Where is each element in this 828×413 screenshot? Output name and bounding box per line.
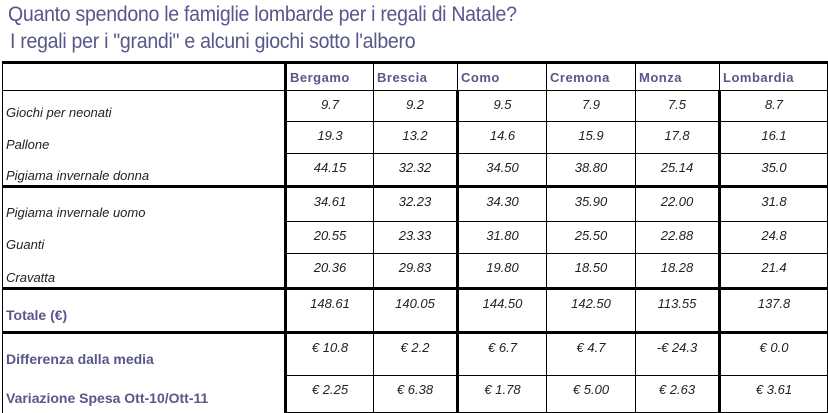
spending-table: Bergamo Brescia Como Cremona Monza Lomba…: [2, 61, 828, 413]
cell-value: 23.33: [373, 221, 458, 254]
row-label: Pigiama invernale uomo: [2, 185, 287, 222]
cell-value: 34.61: [285, 185, 374, 222]
cell-value: 32.32: [373, 153, 458, 188]
cell-value: 140.05: [373, 287, 458, 334]
cell-value: 18.28: [635, 253, 720, 290]
cell-value: € 2.25: [285, 375, 374, 413]
table-row: Giochi per neonati 9.7 9.2 9.5 7.9 7.5 8.7: [2, 90, 828, 122]
cell-value: 35.0: [718, 153, 828, 188]
row-label: Variazione Spesa Ott-10/Ott-11: [2, 375, 287, 413]
cell-value: 32.23: [373, 185, 458, 222]
cell-value: € 3.61: [718, 375, 828, 413]
row-label: Differenza dalla media: [2, 331, 287, 376]
cell-value: 38.80: [546, 153, 636, 188]
table-row: Pigiama invernale donna 44.15 32.32 34.50 38…: [2, 153, 828, 188]
cell-value: 9.7: [285, 90, 374, 122]
row-label: Guanti: [2, 221, 287, 254]
cell-value: 31.80: [456, 221, 547, 254]
cell-value: 142.50: [546, 287, 636, 334]
cell-value: 9.2: [373, 90, 458, 122]
cell-value: 9.5: [456, 90, 547, 122]
cell-value: 35.90: [546, 185, 636, 222]
column-header: Cremona: [546, 61, 636, 91]
page-title: Quanto spendono le famiglie lombarde per…: [8, 3, 517, 26]
cell-value: € 10.8: [285, 331, 374, 376]
column-header: Lombardia: [719, 61, 828, 91]
table-row: Guanti 20.55 23.33 31.80 25.50 22.88 24.8: [2, 221, 828, 254]
cell-value: 20.36: [285, 253, 374, 290]
row-label: Pigiama invernale donna: [2, 153, 287, 188]
cell-value: 22.88: [635, 221, 720, 254]
cell-value: € 4.7: [546, 331, 636, 376]
cell-value: € 6.7: [456, 331, 547, 376]
table-row: Differenza dalla media € 10.8 € 2.2 € 6.7 € …: [2, 331, 828, 376]
cell-value: € 6.38: [373, 375, 458, 413]
cell-value: 144.50: [456, 287, 547, 334]
cell-value: 148.61: [285, 287, 374, 334]
cell-value: 7.9: [546, 90, 636, 122]
page-subtitle: I regali per i "grandi" e alcuni giochi …: [10, 30, 416, 53]
cell-value: 137.8: [718, 287, 828, 334]
cell-value: 44.15: [285, 153, 374, 188]
cell-value: € 1.78: [456, 375, 547, 413]
cell-value: 15.9: [546, 121, 636, 154]
header-row: Bergamo Brescia Como Cremona Monza Lomba…: [2, 61, 828, 91]
row-label: Pallone: [2, 121, 287, 154]
cell-value: € 2.63: [635, 375, 720, 413]
cell-value: € 2.2: [373, 331, 458, 376]
row-label: Giochi per neonati: [2, 90, 287, 122]
cell-value: 22.00: [635, 185, 720, 222]
cell-value: -€ 24.3: [635, 331, 720, 376]
cell-value: 16.1: [718, 121, 828, 154]
cell-value: € 0.0: [718, 331, 828, 376]
cell-value: 19.3: [285, 121, 374, 154]
table-row: Totale (€) 148.61 140.05 144.50 142.50 113.55…: [2, 287, 828, 334]
cell-value: € 5.00: [546, 375, 636, 413]
table-row: Cravatta 20.36 29.83 19.80 18.50 18.28 21.4: [2, 253, 828, 290]
cell-value: 7.5: [635, 90, 720, 122]
cell-value: 17.8: [635, 121, 720, 154]
cell-value: 19.80: [456, 253, 547, 290]
cell-value: 34.30: [456, 185, 547, 222]
column-header: Monza: [635, 61, 720, 91]
cell-value: 24.8: [718, 221, 828, 254]
cell-value: 14.6: [456, 121, 547, 154]
column-header: Bergamo: [285, 61, 374, 91]
cell-value: 31.8: [718, 185, 828, 222]
cell-value: 34.50: [456, 153, 547, 188]
cell-value: 20.55: [285, 221, 374, 254]
cell-value: 29.83: [373, 253, 458, 290]
cell-value: 13.2: [373, 121, 458, 154]
row-label: Totale (€): [2, 287, 287, 334]
cell-value: 25.50: [546, 221, 636, 254]
header-blank: [2, 61, 287, 91]
column-header: Brescia: [373, 61, 458, 91]
cell-value: 18.50: [546, 253, 636, 290]
cell-value: 21.4: [718, 253, 828, 290]
column-header: Como: [457, 61, 547, 91]
table-row: Pigiama invernale uomo 34.61 32.23 34.30 35.…: [2, 185, 828, 222]
cell-value: 25.14: [635, 153, 720, 188]
cell-value: 113.55: [635, 287, 720, 334]
table-row: Variazione Spesa Ott-10/Ott-11 € 2.25 € 6.…: [2, 375, 828, 413]
row-label: Cravatta: [2, 253, 287, 290]
table-row: Pallone 19.3 13.2 14.6 15.9 17.8 16.1: [2, 121, 828, 154]
cell-value: 8.7: [718, 90, 828, 122]
